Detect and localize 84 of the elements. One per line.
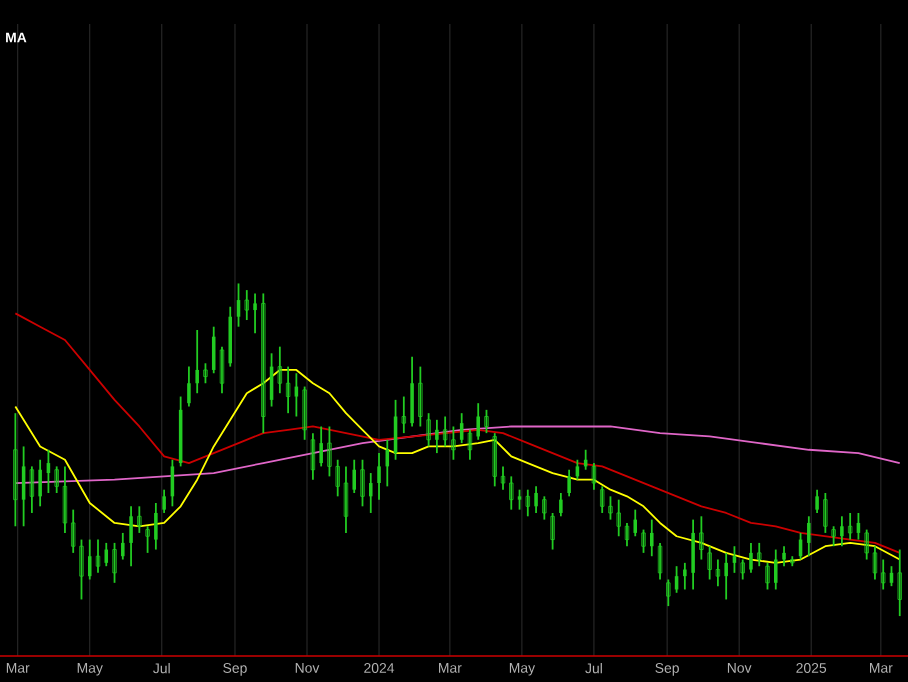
candlestick [253,292,257,335]
candlestick [782,545,786,568]
candlestick [831,525,836,548]
candlestick [310,432,316,481]
candlestick [451,425,456,461]
candlestick [881,558,886,591]
candlestick [757,542,762,568]
candlestick [195,329,199,395]
candlestick [691,518,695,591]
candlestick [467,428,473,461]
candlestick [277,345,283,395]
candlestick [87,538,92,581]
candlestick [765,561,770,591]
candlestick [749,542,753,574]
candlestick [641,528,646,554]
candlestick [228,305,233,368]
candlestick [377,452,381,501]
candlestick [13,412,18,528]
candlestick [600,485,605,514]
candlestick [567,468,571,498]
candlestick [509,475,514,511]
candlestick [38,458,42,508]
candlestick [534,485,538,514]
candlestick [740,558,745,581]
candlestick [302,385,307,441]
candlestick [54,465,59,494]
candlestick [62,465,68,534]
candlestick [840,515,844,548]
candlestick [401,395,406,435]
candlestick [476,402,480,441]
candlestick [624,522,630,548]
candlestick [129,505,133,568]
candlestick [724,551,728,601]
candlestick [872,545,878,581]
candlestick [815,488,819,514]
candlestick [154,502,158,551]
candlestick [121,532,125,561]
candlestick [219,345,225,395]
candlestick [542,495,547,521]
candlestick [864,528,869,561]
candlestick [319,425,323,468]
candlestick [823,492,828,534]
candlestick [699,515,704,561]
candlestick [187,365,191,408]
candlestick [484,408,489,435]
candlestick [426,412,431,448]
candlestick [773,548,778,591]
candlestick [525,488,530,518]
candlestick [807,515,811,558]
candlestick [261,292,266,435]
candlestick [343,465,349,534]
candlestick [616,498,621,538]
candlestick [244,289,249,321]
candlestick [897,548,902,617]
candlestick [95,538,101,574]
candlestick [435,418,439,454]
candlestick [707,545,712,581]
candlestick [657,542,663,581]
candlestick [352,458,356,494]
candlestick [285,365,291,415]
candlestick [591,462,597,491]
candlestick [517,488,522,511]
candlestick [847,512,853,541]
candlestick [418,365,423,428]
candlestick [633,508,638,538]
candlestick [715,558,721,588]
candlestick [550,512,555,551]
candlestick [442,415,448,448]
candlestick [683,561,687,591]
candlestick [410,355,414,428]
candlestick [368,472,373,514]
candlestick [492,432,497,488]
candlestick [145,525,150,554]
candlestick [608,495,613,521]
candlestick [500,465,506,491]
candlestick [666,578,671,607]
candlestick [650,518,654,558]
candlestick [162,488,166,514]
candlestick [360,458,365,508]
candlestick [137,505,142,534]
candlestick [29,465,35,514]
candlestick [559,492,563,518]
candlestick [203,362,208,385]
candlestick [112,542,117,584]
